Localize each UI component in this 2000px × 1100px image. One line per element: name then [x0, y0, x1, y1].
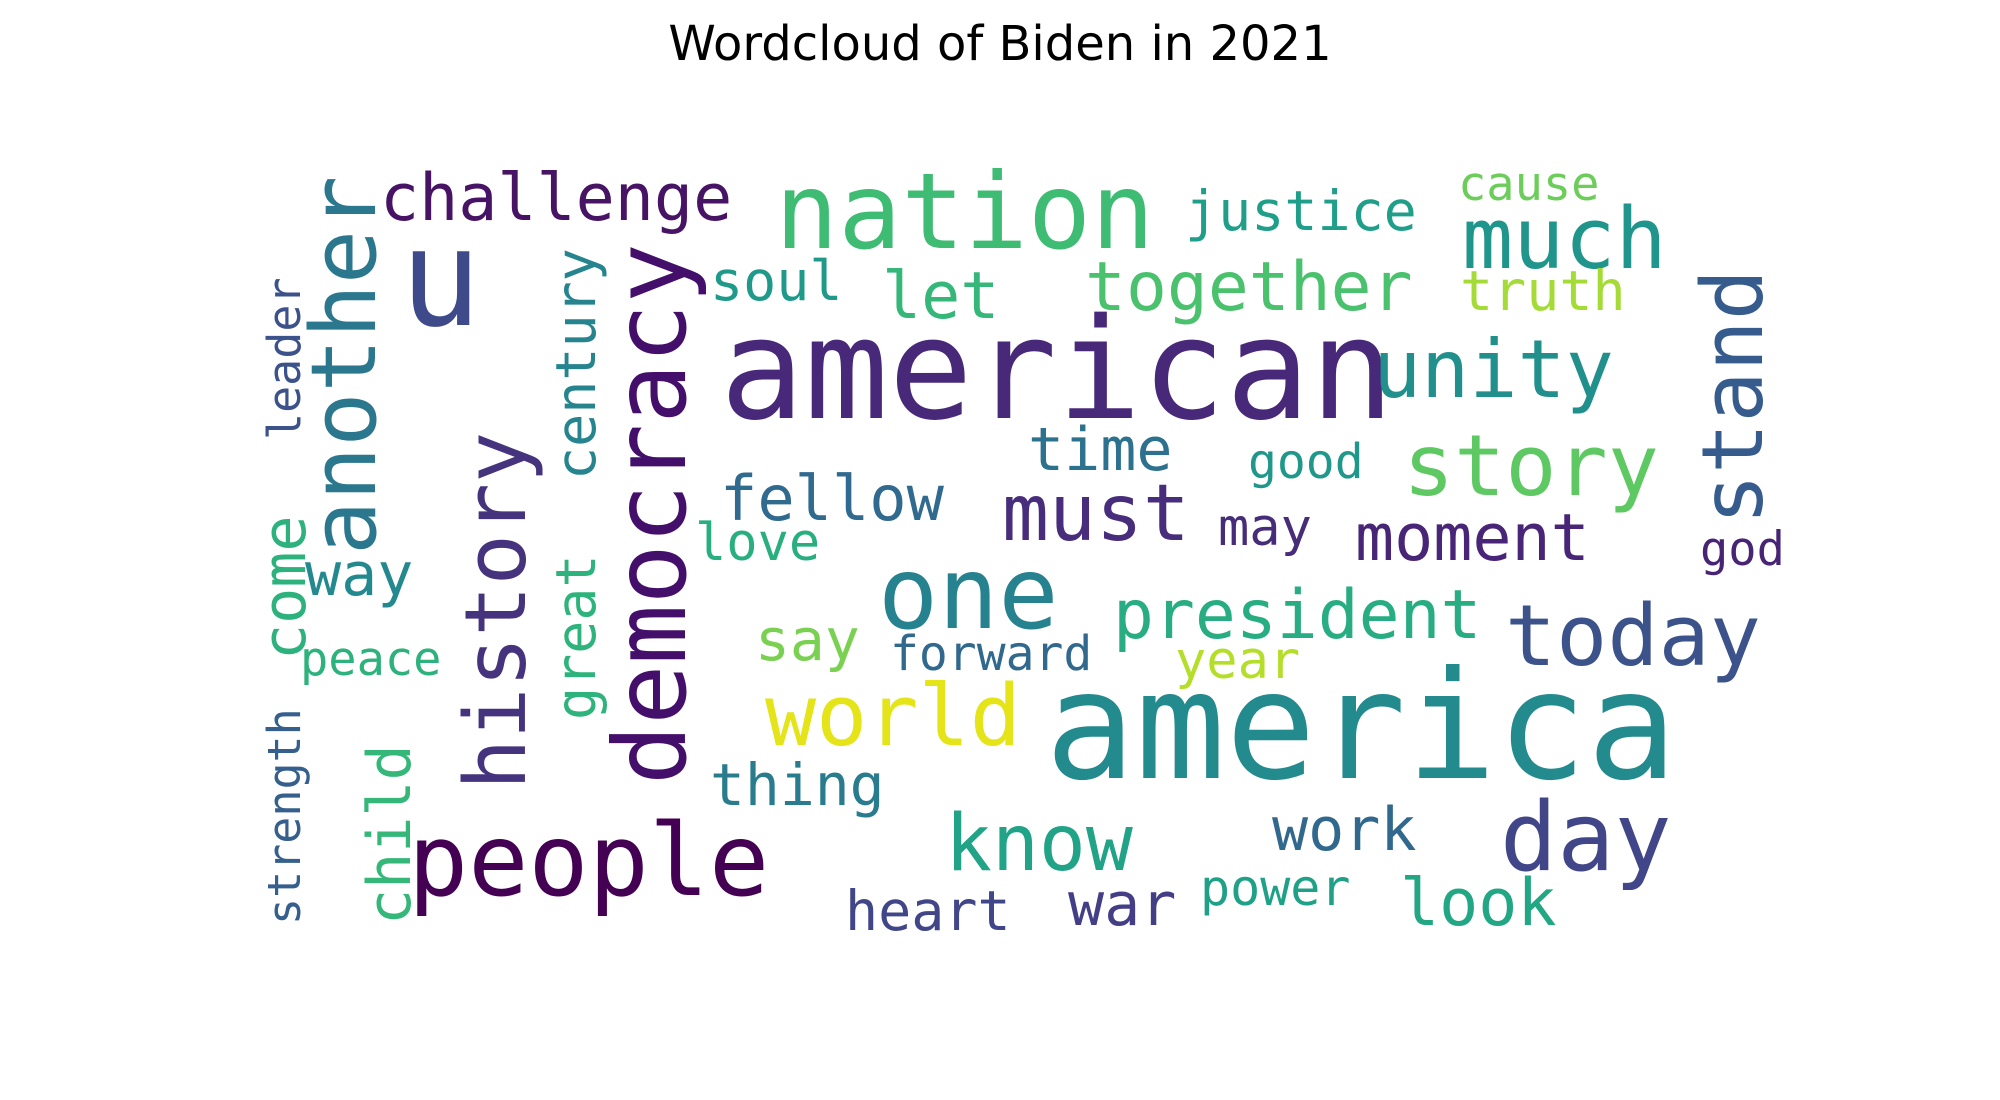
word-know: know — [945, 799, 1133, 889]
word-history: history — [447, 432, 546, 790]
word-president: president — [1113, 576, 1481, 655]
word-let: let — [882, 259, 999, 334]
word-may: may — [1218, 498, 1312, 558]
word-year: year — [1175, 631, 1300, 691]
word-leader: leader — [258, 277, 311, 440]
word-fellow: fellow — [720, 462, 945, 535]
word-forward: forward — [890, 626, 1092, 682]
word-another: another — [292, 176, 397, 555]
word-must: must — [1002, 469, 1190, 559]
word-u: u — [400, 200, 481, 357]
word-god: god — [1700, 522, 1785, 577]
word-thing: thing — [710, 751, 885, 819]
word-power: power — [1200, 859, 1351, 917]
word-unity: unity — [1373, 323, 1614, 416]
word-moment: moment — [1355, 501, 1590, 576]
word-democracy: democracy — [592, 243, 709, 785]
word-work: work — [1272, 795, 1417, 865]
word-story: story — [1403, 417, 1659, 516]
word-say: say — [755, 606, 860, 674]
word-much: much — [1462, 190, 1667, 289]
word-war: war — [1068, 870, 1176, 940]
word-century: century — [544, 248, 608, 480]
word-cause: cause — [1458, 157, 1599, 212]
word-today: today — [1505, 587, 1761, 686]
word-together: together — [1085, 248, 1413, 327]
word-strength: strength — [258, 708, 311, 925]
word-time: time — [1028, 415, 1173, 485]
word-heart: heart — [845, 879, 1011, 943]
word-one: one — [878, 535, 1059, 652]
word-america: america — [1045, 640, 1677, 814]
word-peace: peace — [300, 632, 441, 687]
word-stand: stand — [1684, 269, 1783, 525]
word-challenge: challenge — [380, 161, 732, 236]
word-way: way — [305, 540, 413, 610]
word-world: world — [765, 667, 1021, 766]
word-good: good — [1248, 434, 1364, 490]
word-people: people — [408, 802, 769, 919]
word-justice: justice — [1185, 179, 1417, 243]
chart-title: Wordcloud of Biden in 2021 — [668, 16, 1332, 72]
word-come: come — [250, 516, 320, 661]
word-look: look — [1400, 866, 1557, 941]
word-great: great — [544, 554, 608, 720]
word-american: american — [720, 289, 1394, 452]
word-child: child — [355, 744, 425, 925]
word-soul: soul — [710, 249, 842, 313]
word-love: love — [695, 513, 820, 573]
word-day: day — [1500, 783, 1672, 893]
word-truth: truth — [1460, 259, 1626, 323]
word-nation: nation — [775, 151, 1154, 273]
